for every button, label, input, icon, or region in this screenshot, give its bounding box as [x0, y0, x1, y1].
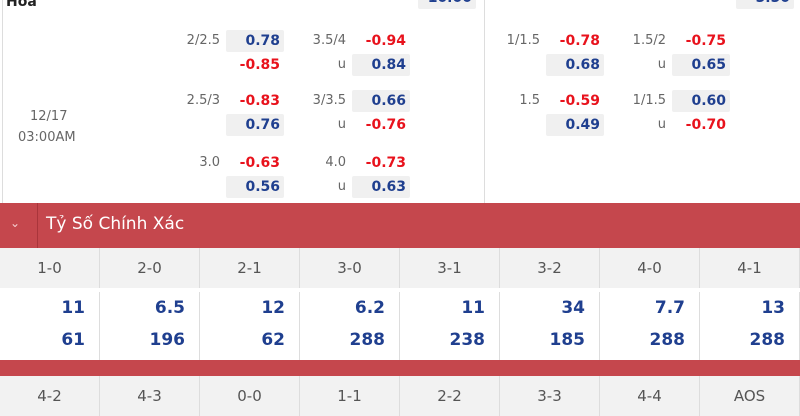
score-cell: 0-0 — [200, 376, 300, 416]
total-line: 1/1.5 — [632, 93, 666, 108]
total-line: 1.5/2 — [632, 33, 666, 48]
away-odds: 62 — [261, 330, 285, 350]
away-odds: 288 — [749, 330, 786, 350]
odds-value[interactable]: -0.76 — [365, 117, 406, 133]
score-cell: 1-1 — [300, 376, 400, 416]
score-header-row: 1-0 2-0 2-1 3-0 3-1 3-2 4-0 4-1 — [0, 248, 800, 288]
score-odds-cell[interactable]: 6.5 196 — [100, 292, 200, 360]
score-cell: 3-0 — [300, 248, 400, 288]
odds-value[interactable]: -0.59 — [559, 93, 600, 109]
score-odds-cell[interactable]: 34 185 — [500, 292, 600, 360]
draw-label: Hoà — [6, 0, 37, 10]
score-cell: 2-1 — [200, 248, 300, 288]
home-odds: 34 — [561, 298, 585, 318]
home-odds: 11 — [61, 298, 85, 318]
home-odds: 6.2 — [354, 298, 385, 318]
away-odds: 288 — [649, 330, 686, 350]
away-odds: 61 — [61, 330, 85, 350]
score-header-row-2: 4-2 4-3 0-0 1-1 2-2 3-3 4-4 AOS — [0, 376, 800, 416]
score-cell: 4-0 — [600, 248, 700, 288]
section-header[interactable]: ⌄ Tỷ Số Chính Xác — [0, 203, 800, 248]
home-odds: 11 — [461, 298, 485, 318]
score-odds-cell[interactable]: 11 238 — [400, 292, 500, 360]
odds-value[interactable]: 0.56 — [226, 176, 284, 198]
odds-value[interactable]: 0.84 — [352, 54, 410, 76]
handicap-line: 3.0 — [199, 155, 220, 170]
home-odds: 7.7 — [654, 298, 685, 318]
away-odds: 196 — [149, 330, 186, 350]
away-odds: 288 — [349, 330, 386, 350]
odds-value[interactable]: 0.49 — [546, 114, 604, 136]
match-time: 03:00AM — [18, 130, 76, 145]
total-line: 4.0 — [325, 155, 346, 170]
section-bar — [0, 360, 800, 376]
odds-value[interactable]: 0.76 — [226, 114, 284, 136]
score-cell: 3-3 — [500, 376, 600, 416]
under-label: u — [657, 57, 666, 72]
odds-value[interactable]: 0.78 — [226, 30, 284, 52]
score-odds-cell[interactable]: 12 62 — [200, 292, 300, 360]
score-odds-cell[interactable]: 11 61 — [0, 292, 100, 360]
odds-value[interactable]: -0.70 — [685, 117, 726, 133]
odds-value[interactable]: -0.63 — [239, 155, 280, 171]
odds-value[interactable]: -0.73 — [365, 155, 406, 171]
score-cell: 2-2 — [400, 376, 500, 416]
home-odds: 6.5 — [154, 298, 185, 318]
score-odds-cell[interactable]: 6.2 288 — [300, 292, 400, 360]
odds-value[interactable]: 0.66 — [352, 90, 410, 112]
left-panel-border — [2, 0, 485, 203]
score-odds-row: 11 61 6.5 196 12 62 6.2 288 11 238 34 185 7.7 288 13 28… — [0, 292, 800, 360]
odds-value[interactable]: -0.94 — [365, 33, 406, 49]
score-odds-cell[interactable]: 13 288 — [700, 292, 800, 360]
draw-odds-cut[interactable]: 10.00 — [418, 0, 476, 9]
under-label: u — [337, 117, 346, 132]
score-cell: 4-2 — [0, 376, 100, 416]
odds-value[interactable]: 0.68 — [546, 54, 604, 76]
home-odds: 12 — [261, 298, 285, 318]
score-cell: 2-0 — [100, 248, 200, 288]
odds-value[interactable]: -0.78 — [559, 33, 600, 49]
total-line: 3.5/4 — [312, 33, 346, 48]
handicap-line: 2/2.5 — [186, 33, 220, 48]
match-date: 12/17 — [30, 109, 68, 124]
header-divider — [37, 203, 38, 248]
odds-value[interactable]: 0.60 — [672, 90, 730, 112]
score-cell: 1-0 — [0, 248, 100, 288]
total-line: 3/3.5 — [312, 93, 346, 108]
right-odds-cut[interactable]: 5.50 — [736, 0, 794, 9]
score-cell: 4-1 — [700, 248, 800, 288]
handicap-line: 1/1.5 — [506, 33, 540, 48]
handicap-line: 1.5 — [519, 93, 540, 108]
score-cell: 3-2 — [500, 248, 600, 288]
away-odds: 238 — [449, 330, 486, 350]
odds-value[interactable]: -0.83 — [239, 93, 280, 109]
score-cell: 3-1 — [400, 248, 500, 288]
score-cell: 4-3 — [100, 376, 200, 416]
score-cell: 4-4 — [600, 376, 700, 416]
under-label: u — [657, 117, 666, 132]
home-odds: 13 — [761, 298, 785, 318]
score-odds-cell[interactable]: 7.7 288 — [600, 292, 700, 360]
under-label: u — [337, 179, 346, 194]
odds-value[interactable]: -0.85 — [239, 57, 280, 73]
section-title: Tỷ Số Chính Xác — [46, 214, 185, 234]
odds-value[interactable]: 0.65 — [672, 54, 730, 76]
away-odds: 185 — [549, 330, 586, 350]
chevron-down-icon[interactable]: ⌄ — [10, 216, 21, 230]
odds-value[interactable]: -0.75 — [685, 33, 726, 49]
score-cell: AOS — [700, 376, 800, 416]
under-label: u — [337, 57, 346, 72]
odds-value[interactable]: 0.63 — [352, 176, 410, 198]
handicap-line: 2.5/3 — [186, 93, 220, 108]
